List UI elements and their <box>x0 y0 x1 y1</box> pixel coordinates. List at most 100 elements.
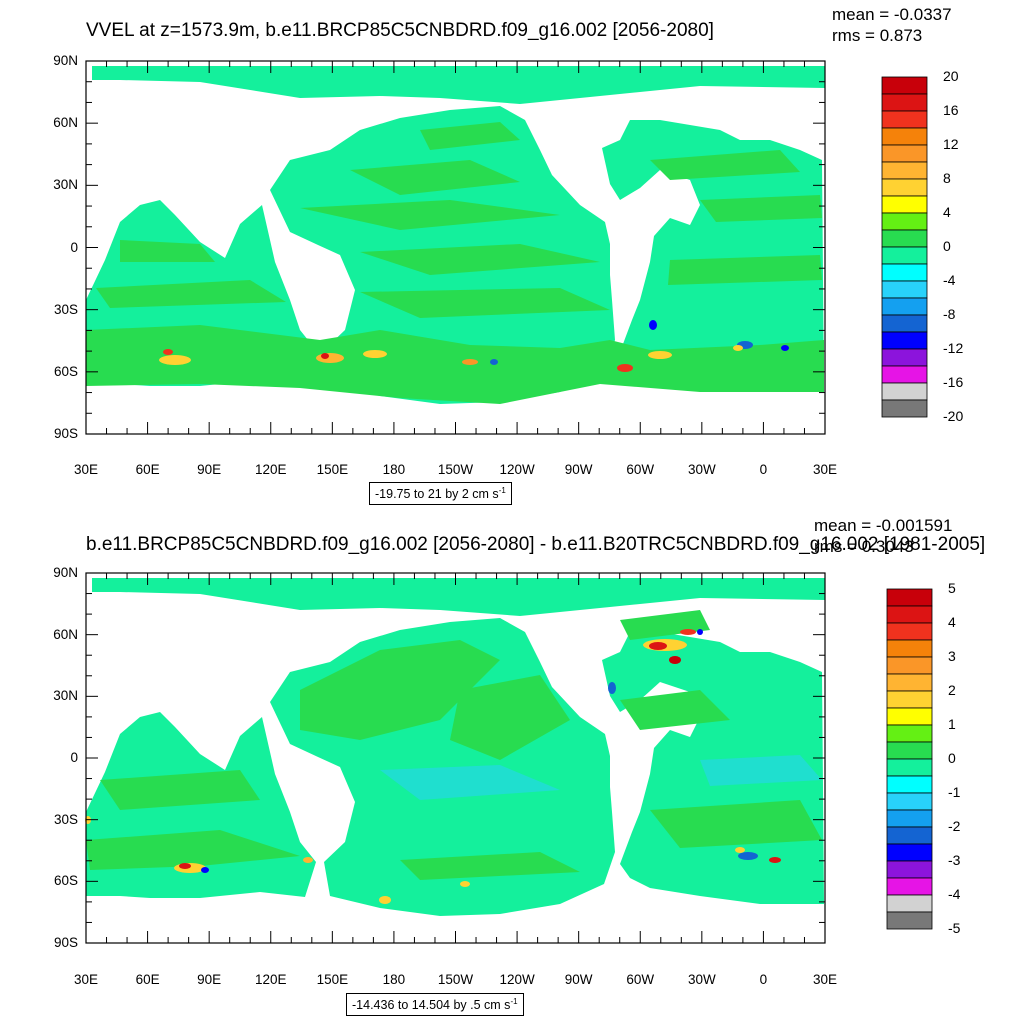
colorbar-label: 4 <box>948 614 956 630</box>
x-tick-label: 90E <box>197 972 222 987</box>
x-tick-label: 90W <box>564 972 593 987</box>
y-tick-label: 30N <box>53 177 78 193</box>
colorbar-swatch <box>886 758 933 777</box>
panel1-contour-info: -19.75 to 21 by 2 cm s-1 <box>369 482 512 506</box>
y-tick-label: 0 <box>70 750 78 765</box>
colorbar-swatch <box>886 877 933 896</box>
x-tick-label: 90W <box>564 462 593 477</box>
colorbar-label: -1 <box>948 784 961 800</box>
colorbar-label: 1 <box>948 716 956 732</box>
colorbar-swatch <box>881 382 928 401</box>
colorbar-swatch <box>886 809 933 828</box>
colorbar-swatch <box>881 110 928 129</box>
y-tick-label: 60N <box>53 115 78 131</box>
x-tick-label: 150E <box>316 462 349 477</box>
colorbar-swatch <box>886 588 933 607</box>
x-tick-label: 180 <box>382 972 406 987</box>
panel1-map <box>86 66 825 404</box>
y-tick-label: 90N <box>53 53 78 68</box>
panel2-title: b.e11.BRCP85C5CNBDRD.f09_g16.002 [2056-2… <box>86 534 986 555</box>
colorbar-swatch <box>881 297 928 316</box>
panel2-mean: mean = -0.001591 <box>814 516 953 535</box>
colorbar-swatch <box>886 911 933 930</box>
colorbar-swatch <box>886 622 933 641</box>
x-tick-label: 150E <box>316 972 349 987</box>
colorbar-label: 0 <box>943 238 951 254</box>
x-tick-label: 0 <box>759 462 768 477</box>
x-tick-label: 90E <box>197 462 222 477</box>
panel2-contour-info: -14.436 to 14.504 by .5 cm s-1 <box>346 993 524 1017</box>
x-tick-label: 30E <box>73 972 99 987</box>
colorbar-label: -3 <box>948 852 961 868</box>
panel1-rms: rms = 0.873 <box>832 26 923 45</box>
x-tick-label: 30E <box>812 972 838 987</box>
colorbar-label: -4 <box>943 272 956 288</box>
colorbar-swatch <box>881 280 928 299</box>
x-tick-label: 30W <box>687 972 716 987</box>
colorbar-swatch <box>886 860 933 879</box>
y-tick-label: 0 <box>70 239 78 255</box>
colorbar-swatch <box>886 741 933 760</box>
panel1-eddies <box>159 320 789 372</box>
y-tick-label: 30N <box>53 688 78 704</box>
colorbar-swatch <box>881 178 928 197</box>
colorbar-swatch <box>886 775 933 794</box>
colorbar-label: -16 <box>943 374 964 390</box>
x-tick-label: 0 <box>759 972 768 987</box>
colorbar-label: 5 <box>948 580 956 596</box>
colorbar-label: -2 <box>948 818 961 834</box>
colorbar-swatch <box>881 212 928 231</box>
colorbar-label: 8 <box>943 170 951 186</box>
panel1-contour-info-text: -19.75 to 21 by 2 cm s <box>375 487 499 502</box>
colorbar-swatch <box>881 263 928 282</box>
colorbar-swatch <box>881 365 928 384</box>
x-tick-label: 30E <box>73 462 99 477</box>
colorbar-swatch <box>881 246 928 265</box>
colorbar-swatch <box>881 331 928 350</box>
colorbar-swatch <box>881 161 928 180</box>
x-tick-label: 120E <box>254 462 287 477</box>
colorbar-swatch <box>886 894 933 913</box>
x-tick-label: 60W <box>626 972 655 987</box>
y-tick-label: 60S <box>53 873 78 889</box>
colorbar-label: 4 <box>943 204 951 220</box>
x-tick-label: 150W <box>437 462 474 477</box>
colorbar-swatch <box>886 707 933 726</box>
colorbar-swatch <box>881 229 928 248</box>
panel1-ocean <box>86 66 825 404</box>
colorbar-swatch <box>886 605 933 624</box>
colorbar-label: -12 <box>943 340 964 356</box>
colorbar-swatch <box>886 826 933 845</box>
colorbar-label: 20 <box>943 68 959 84</box>
colorbar-swatch <box>881 76 928 95</box>
x-tick-label: 30W <box>687 462 716 477</box>
colorbar-label: -20 <box>943 408 964 424</box>
colorbar-swatch <box>881 348 928 367</box>
colorbar-swatch <box>881 93 928 112</box>
y-tick-label: 30S <box>53 811 78 827</box>
panel2-contour-info-text: -14.436 to 14.504 by .5 cm s <box>352 998 511 1013</box>
panel1-mean: mean = -0.0337 <box>832 5 952 24</box>
x-tick-label: 120W <box>499 972 535 987</box>
colorbar-swatch <box>886 792 933 811</box>
panel2-rms: rms = 0.3043 <box>814 537 914 556</box>
y-tick-label: 30S <box>53 301 78 317</box>
x-tick-label: 60E <box>135 462 160 477</box>
colorbars <box>881 76 933 930</box>
colorbar-swatch <box>886 673 933 692</box>
x-tick-label: 180 <box>382 462 406 477</box>
y-tick-label: 90S <box>53 426 78 441</box>
x-tick-label: 30E <box>812 462 838 477</box>
x-tick-label: 150W <box>437 972 474 987</box>
colorbar-label: -8 <box>943 306 956 322</box>
y-tick-label: 90N <box>53 565 78 580</box>
colorbar-swatch <box>881 127 928 146</box>
colorbar-label: 3 <box>948 648 956 664</box>
x-tick-label: 120W <box>499 462 535 477</box>
colorbar-label: -4 <box>948 886 961 902</box>
colorbar-swatch <box>886 656 933 675</box>
panel1-title: VVEL at z=1573.9m, b.e11.BRCP85C5CNBDRD.… <box>86 20 714 41</box>
panel2-map <box>85 578 825 916</box>
y-tick-label: 60S <box>53 363 78 379</box>
